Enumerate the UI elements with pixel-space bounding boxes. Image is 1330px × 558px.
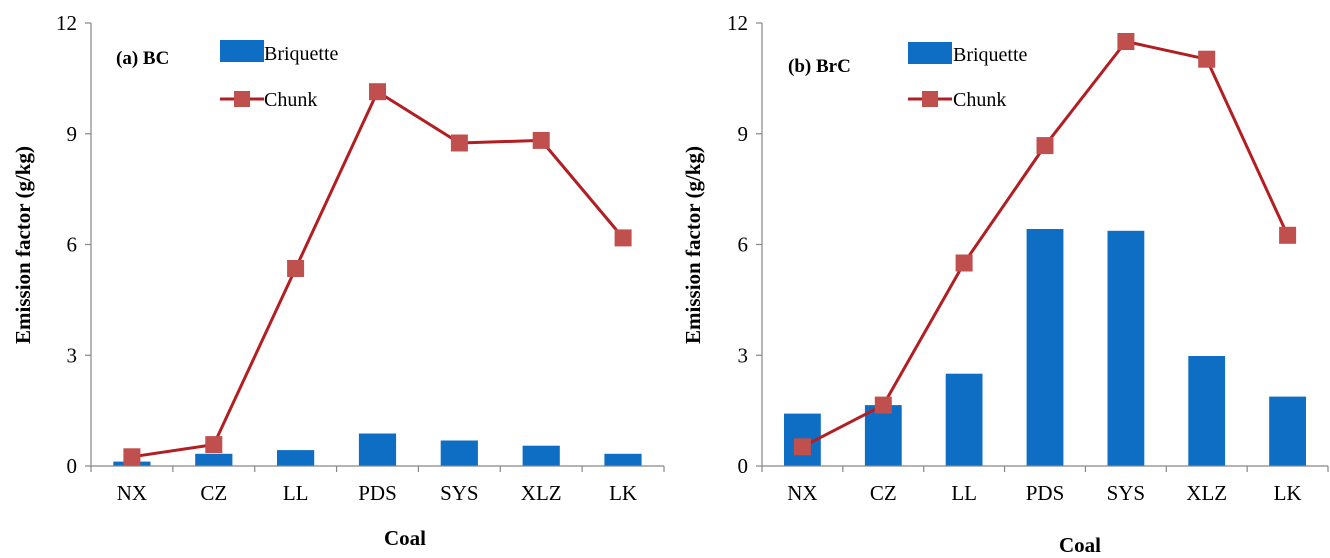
y-tick-label: 0 [738,454,749,478]
chunk-point-cz [205,436,223,454]
y-tick-label: 9 [738,122,749,146]
chunk-point-nx [793,438,811,456]
x-axis-title: Coal [1059,533,1101,557]
y-tick-label: 6 [67,233,78,257]
chunk-point-pds [369,83,386,101]
legend-briquette-label: Briquette [264,43,339,65]
chunk-point-cz [874,396,892,414]
panel-label: (b) BrC [788,56,851,77]
bar-briquette-xlz [1188,356,1226,466]
x-tick-label: CZ [870,481,897,505]
bar-briquette-pds [358,433,397,466]
legend-chunk-marker [234,91,250,107]
chunk-point-ll [287,260,305,277]
chunk-point-sys [1117,33,1135,50]
x-tick-label: LL [951,481,977,505]
x-tick-label: SYS [440,481,479,505]
y-tick-label: 9 [67,122,78,146]
chunk-point-ll [955,254,973,272]
chart-panel-b: (b) BrC Briquette Chunk Coal Emission fa… [681,11,1329,557]
legend-chunk-label: Chunk [264,89,317,111]
chunk-point-xlz [532,131,550,149]
y-tick-label: 0 [67,454,78,478]
chunk-point-pds [1036,137,1054,155]
y-axis-title: Emission factor (g/kg) [681,146,705,344]
y-tick-label: 12 [727,11,748,35]
y-tick-label: 3 [67,343,78,367]
x-tick-label: XLZ [521,481,562,505]
legend-briquette-swatch [908,42,952,64]
y-axis-title: Emission factor (g/kg) [11,146,35,344]
bar-briquette-lk [604,453,642,466]
legend-chunk-label: Chunk [953,89,1006,111]
y-tick-label: 12 [56,11,77,35]
y-tick-label: 6 [738,233,749,257]
bar-briquette-lk [1269,396,1306,466]
bar-briquette-ll [277,450,315,466]
x-tick-label: LK [1274,481,1302,505]
legend-briquette-label: Briquette [953,44,1028,66]
chunk-point-lk [1279,226,1297,244]
bar-briquette-cz [864,405,902,466]
x-tick-label: NX [787,481,817,505]
chunk-point-lk [614,229,632,247]
bar-briquette-cz [195,453,233,466]
x-tick-label: CZ [200,481,227,505]
bar-briquette-sys [1107,230,1145,466]
x-tick-label: LK [609,481,637,505]
chunk-point-sys [450,134,468,152]
bar-briquette-ll [945,373,983,466]
chunk-point-nx [123,448,141,466]
chart-panel-a: (a) BC Briquette Chunk Coal Emission fac… [11,11,665,550]
panel-label: (a) BC [116,48,169,69]
chunk-point-xlz [1198,50,1216,68]
y-tick-label: 3 [738,343,749,367]
legend: Briquette Chunk [220,40,339,111]
plot-area: 0 3 6 9 12 NX CZ LL PDS SYS XLZ LK [56,11,665,505]
x-tick-label: NX [117,481,147,505]
x-tick-label: LL [283,481,309,505]
bar-briquette-xlz [522,445,560,466]
bar-briquette-sys [440,440,478,466]
bar-briquette-pds [1026,229,1064,466]
x-tick-label: PDS [1026,481,1065,505]
x-tick-label: PDS [358,481,397,505]
x-axis-title: Coal [384,526,426,550]
plot-area: 0 3 6 9 12 NX CZ LL PDS SYS XLZ LK [727,11,1329,505]
legend-chunk-marker [922,91,938,107]
legend: Briquette Chunk [908,42,1028,111]
x-tick-label: XLZ [1186,481,1227,505]
legend-briquette-swatch [220,40,264,62]
x-tick-label: SYS [1107,481,1146,505]
